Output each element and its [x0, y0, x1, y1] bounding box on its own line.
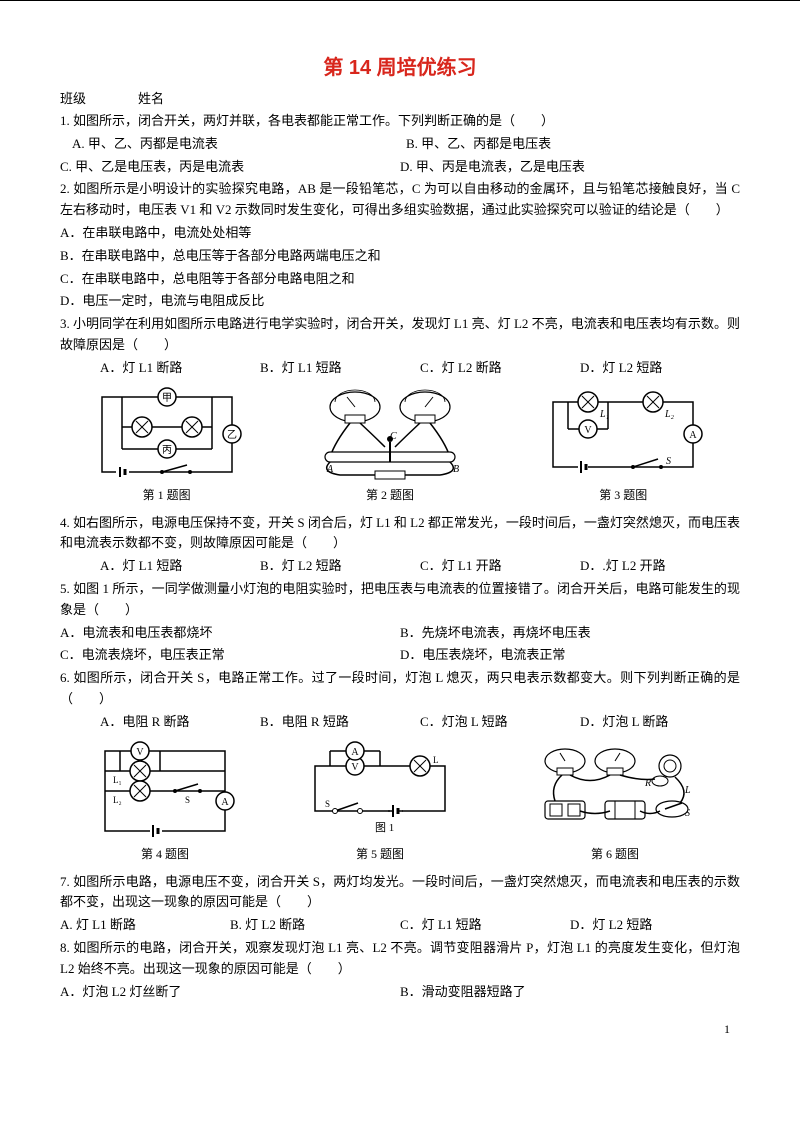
page-number: 1 — [60, 1022, 740, 1037]
q6-options: A．电阻 R 断路 B．电阻 R 短路 C．灯泡 L 短路 D．灯泡 L 断路 — [60, 712, 740, 733]
figures-row-2: V L₁ L₂ S A 第 4 题图 — [60, 741, 740, 862]
page: 第 14 周培优练习 班级 姓名 1. 如图所示，闭合开关，两灯并联，各电表都能… — [0, 0, 800, 1057]
svg-text:A: A — [351, 747, 359, 758]
svg-text:L₁: L₁ — [113, 775, 122, 785]
q1-options-row1: A. 甲、乙、丙都是电流表 B. 甲、乙、丙都是电压表 — [60, 134, 740, 155]
svg-text:A: A — [221, 797, 229, 808]
q7-opt-c: C．灯 L1 短路 — [400, 915, 570, 936]
q2-opt-a: A．在串联电路中，电流处处相等 — [60, 223, 740, 244]
q7-opt-a: A. 灯 L1 断路 — [60, 915, 230, 936]
question-5: 5. 如图 1 所示，一同学做测量小灯泡的电阻实验时，把电压表与电流表的位置接错… — [60, 579, 740, 621]
q1-opt-d: D. 甲、丙是电流表，乙是电压表 — [400, 157, 740, 178]
circuit-diagram-5: V A L S 图 1 — [300, 741, 460, 841]
figure-3: L₁ L₂ V A S 第 3 题图 — [538, 387, 708, 503]
name-label: 姓名 — [138, 91, 164, 106]
svg-text:乙: 乙 — [227, 429, 237, 441]
svg-text:L₂: L₂ — [113, 795, 122, 805]
svg-text:L: L — [433, 755, 439, 765]
svg-text:S: S — [325, 799, 330, 809]
svg-text:丙: 丙 — [162, 445, 172, 456]
question-4: 4. 如右图所示，电源电压保持不变，开关 S 闭合后，灯 L1 和 L2 都正常… — [60, 513, 740, 555]
q3-opt-c: C．灯 L2 断路 — [420, 358, 580, 379]
q1-options-row2: C. 甲、乙是电压表，丙是电流表 D. 甲、丙是电流表，乙是电压表 — [60, 157, 740, 178]
svg-text:B: B — [453, 464, 459, 475]
figure-1: 甲 乙 丙 第 1 — [92, 387, 242, 503]
figure-2-caption: 第 2 题图 — [305, 486, 475, 503]
figure-4-caption: 第 4 题图 — [90, 845, 240, 862]
svg-text:S: S — [666, 456, 671, 467]
svg-text:L₂: L₂ — [664, 409, 675, 420]
circuit-diagram-6: R L S — [520, 741, 710, 841]
svg-text:C: C — [390, 431, 397, 442]
q4-opt-c: C．灯 L1 开路 — [420, 556, 580, 577]
figure-1-caption: 第 1 题图 — [92, 486, 242, 503]
q1-opt-b: B. 甲、乙、丙都是电压表 — [406, 134, 740, 155]
svg-text:V: V — [351, 762, 359, 773]
svg-text:A: A — [690, 430, 698, 441]
q6-opt-a: A．电阻 R 断路 — [100, 712, 260, 733]
figure-5: V A L S 图 1 第 5 题图 — [300, 741, 460, 862]
q3-opt-b: B．灯 L1 短路 — [260, 358, 420, 379]
q5-opt-a: A．电流表和电压表都烧坏 — [60, 623, 400, 644]
svg-text:甲: 甲 — [162, 393, 172, 404]
question-8: 8. 如图所示的电路，闭合开关，观察发现灯泡 L1 亮、L2 不亮。调节变阻器滑… — [60, 938, 740, 980]
question-7: 7. 如图所示电路，电源电压不变，闭合开关 S，两灯均发光。一段时间后，一盏灯突… — [60, 872, 740, 914]
figures-row-1: 甲 乙 丙 第 1 — [60, 387, 740, 503]
q5-options-row2: C．电流表烧坏，电压表正常 D．电压表烧坏，电流表正常 — [60, 645, 740, 666]
q5-opt-b: B．先烧坏电流表，再烧坏电压表 — [400, 623, 740, 644]
svg-text:S: S — [185, 795, 190, 805]
question-3: 3. 小明同学在利用如图所示电路进行电学实验时，闭合开关，发现灯 L1 亮、灯 … — [60, 314, 740, 356]
figure-6-caption: 第 6 题图 — [520, 845, 710, 862]
figure-3-caption: 第 3 题图 — [538, 486, 708, 503]
figure-6: R L S 第 6 题图 — [520, 741, 710, 862]
student-info-line: 班级 姓名 — [60, 88, 740, 107]
figure-2: A C B 第 2 题图 — [305, 387, 475, 503]
q8-options: A．灯泡 L2 灯丝断了 B．滑动变阻器短路了 — [60, 982, 740, 1003]
q5-options-row1: A．电流表和电压表都烧坏 B．先烧坏电流表，再烧坏电压表 — [60, 623, 740, 644]
q6-opt-d: D．灯泡 L 断路 — [580, 712, 740, 733]
circuit-diagram-4: V L₁ L₂ S A — [90, 741, 240, 841]
q4-opt-b: B．灯 L2 短路 — [260, 556, 420, 577]
q1-opt-c: C. 甲、乙是电压表，丙是电流表 — [60, 157, 400, 178]
q4-options: A．灯 L1 短路 B．灯 L2 短路 C．灯 L1 开路 D．.灯 L2 开路 — [60, 556, 740, 577]
q3-opt-d: D．灯 L2 短路 — [580, 358, 740, 379]
q3-opt-a: A．灯 L1 断路 — [100, 358, 260, 379]
q4-opt-d: D．.灯 L2 开路 — [580, 556, 740, 577]
circuit-diagram-1: 甲 乙 丙 — [92, 387, 242, 482]
question-6: 6. 如图所示，闭合开关 S，电路正常工作。过了一段时间，灯泡 L 熄灭，两只电… — [60, 668, 740, 710]
figure-4: V L₁ L₂ S A 第 4 题图 — [90, 741, 240, 862]
svg-text:图 1: 图 1 — [375, 821, 394, 834]
page-title: 第 14 周培优练习 — [60, 51, 740, 80]
q7-opt-b: B. 灯 L2 断路 — [230, 915, 400, 936]
q6-opt-c: C．灯泡 L 短路 — [420, 712, 580, 733]
q2-opt-d: D．电压一定时，电流与电阻成反比 — [60, 291, 740, 312]
svg-text:V: V — [136, 747, 144, 758]
q8-opt-a: A．灯泡 L2 灯丝断了 — [60, 982, 400, 1003]
q5-opt-d: D．电压表烧坏，电流表正常 — [400, 645, 740, 666]
q7-options: A. 灯 L1 断路 B. 灯 L2 断路 C．灯 L1 短路 D．灯 L2 短… — [60, 915, 740, 936]
q3-options: A．灯 L1 断路 B．灯 L1 短路 C．灯 L2 断路 D．灯 L2 短路 — [60, 358, 740, 379]
q1-opt-a: A. 甲、乙、丙都是电流表 — [72, 134, 406, 155]
q2-opt-b: B．在串联电路中，总电压等于各部分电路两端电压之和 — [60, 246, 740, 267]
q7-opt-d: D．灯 L2 短路 — [570, 915, 740, 936]
question-2: 2. 如图所示是小明设计的实验探究电路，AB 是一段铅笔芯，C 为可以自由移动的… — [60, 179, 740, 221]
svg-text:V: V — [585, 425, 593, 436]
q5-opt-c: C．电流表烧坏，电压表正常 — [60, 645, 400, 666]
question-1: 1. 如图所示，闭合开关，两灯并联，各电表都能正常工作。下列判断正确的是（ ） — [60, 111, 740, 132]
figure-5-caption: 第 5 题图 — [300, 845, 460, 862]
class-label: 班级 — [60, 91, 86, 106]
circuit-diagram-2: A C B — [305, 387, 475, 482]
q8-opt-b: B．滑动变阻器短路了 — [400, 982, 740, 1003]
q4-opt-a: A．灯 L1 短路 — [100, 556, 260, 577]
circuit-diagram-3: L₁ L₂ V A S — [538, 387, 708, 482]
q6-opt-b: B．电阻 R 短路 — [260, 712, 420, 733]
q2-opt-c: C．在串联电路中，总电阻等于各部分电路电阻之和 — [60, 269, 740, 290]
svg-text:L: L — [684, 785, 691, 796]
